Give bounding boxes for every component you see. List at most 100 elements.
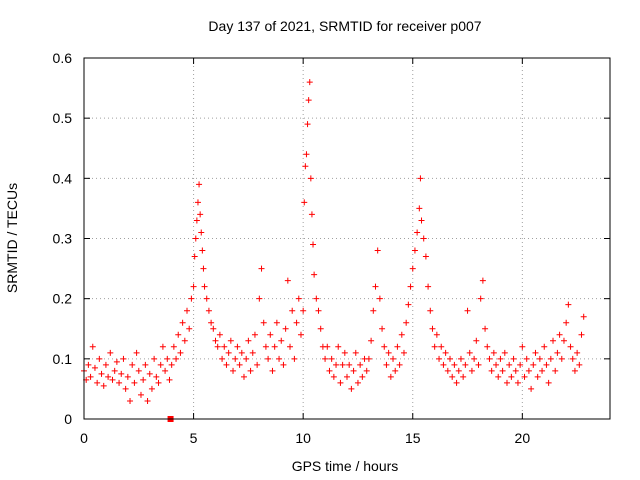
data-point <box>528 385 535 392</box>
data-point <box>499 367 506 374</box>
data-point <box>240 373 247 380</box>
y-tick-label: 0.5 <box>53 110 73 126</box>
data-point <box>258 265 265 272</box>
y-tick-label: 0.6 <box>53 50 73 66</box>
data-point <box>300 307 307 314</box>
data-point <box>409 265 416 272</box>
data-point <box>301 199 308 206</box>
data-point <box>197 211 204 218</box>
data-point <box>398 331 405 338</box>
data-point <box>196 181 203 188</box>
data-point <box>127 397 134 404</box>
data-point <box>230 367 237 374</box>
data-point <box>188 295 195 302</box>
data-point <box>438 343 445 350</box>
data-point <box>124 373 131 380</box>
data-point <box>198 229 205 236</box>
data-point <box>554 349 561 356</box>
data-point <box>236 361 243 368</box>
data-point <box>87 373 94 380</box>
data-point <box>190 283 197 290</box>
data-point <box>539 367 546 374</box>
data-point <box>223 361 230 368</box>
data-point <box>519 343 526 350</box>
data-point <box>287 343 294 350</box>
y-axis-ticks: 0 0.1 0.2 0.3 0.4 0.5 0.6 <box>53 50 610 427</box>
data-point <box>157 361 164 368</box>
data-point <box>503 379 510 386</box>
data-point <box>192 235 199 242</box>
data-point <box>567 343 574 350</box>
data-point <box>447 355 454 362</box>
data-point <box>372 283 379 290</box>
data-point <box>451 361 458 368</box>
data-point <box>91 364 98 371</box>
data-point <box>94 379 101 386</box>
data-point <box>466 349 473 356</box>
data-point <box>416 205 423 212</box>
data-point <box>508 373 515 380</box>
data-point <box>484 343 491 350</box>
data-point <box>159 343 166 350</box>
x-tick-label: 0 <box>80 430 88 446</box>
data-point <box>352 349 359 356</box>
data-point <box>203 295 210 302</box>
data-point <box>569 355 576 362</box>
data-point <box>260 319 267 326</box>
data-point <box>311 271 318 278</box>
data-point <box>210 325 217 332</box>
data-point <box>142 361 149 368</box>
y-tick-label: 0.1 <box>53 351 73 367</box>
data-point <box>381 343 388 350</box>
data-point <box>385 349 392 356</box>
data-point <box>153 373 160 380</box>
data-point <box>179 319 186 326</box>
data-point <box>433 331 440 338</box>
data-point <box>394 343 401 350</box>
data-point <box>365 355 372 362</box>
x-tick-label: 5 <box>190 430 198 446</box>
data-point <box>310 241 317 248</box>
data-point <box>330 373 337 380</box>
data-point <box>247 367 254 374</box>
data-point <box>407 283 414 290</box>
data-point <box>297 331 304 338</box>
data-point <box>532 349 539 356</box>
data-point <box>269 367 276 374</box>
data-point <box>468 367 475 374</box>
data-point <box>422 253 429 260</box>
data-point <box>214 343 221 350</box>
data-point <box>317 325 324 332</box>
data-point <box>335 343 342 350</box>
data-point <box>85 361 92 368</box>
data-point <box>547 355 554 362</box>
data-point <box>256 295 263 302</box>
data-point <box>148 385 155 392</box>
data-point <box>400 349 407 356</box>
data-point <box>102 361 109 368</box>
data-point <box>374 247 381 254</box>
data-point <box>455 367 462 374</box>
data-point <box>302 163 309 170</box>
data-point <box>109 376 116 383</box>
data-point <box>107 349 114 356</box>
data-point <box>473 337 480 344</box>
data-point <box>427 307 434 314</box>
data-point <box>295 295 302 302</box>
data-point <box>370 307 377 314</box>
data-point <box>234 343 241 350</box>
data-point <box>273 319 280 326</box>
data-point <box>486 355 493 362</box>
data-point <box>387 373 394 380</box>
data-point <box>137 391 144 398</box>
data-point <box>151 355 158 362</box>
data-point <box>191 253 198 260</box>
data-point <box>284 277 291 284</box>
data-point <box>337 379 344 386</box>
data-point <box>199 247 206 254</box>
data-point <box>326 367 333 374</box>
data-point <box>225 349 232 356</box>
data-point <box>322 355 329 362</box>
data-point <box>155 379 162 386</box>
data-point <box>113 358 120 365</box>
